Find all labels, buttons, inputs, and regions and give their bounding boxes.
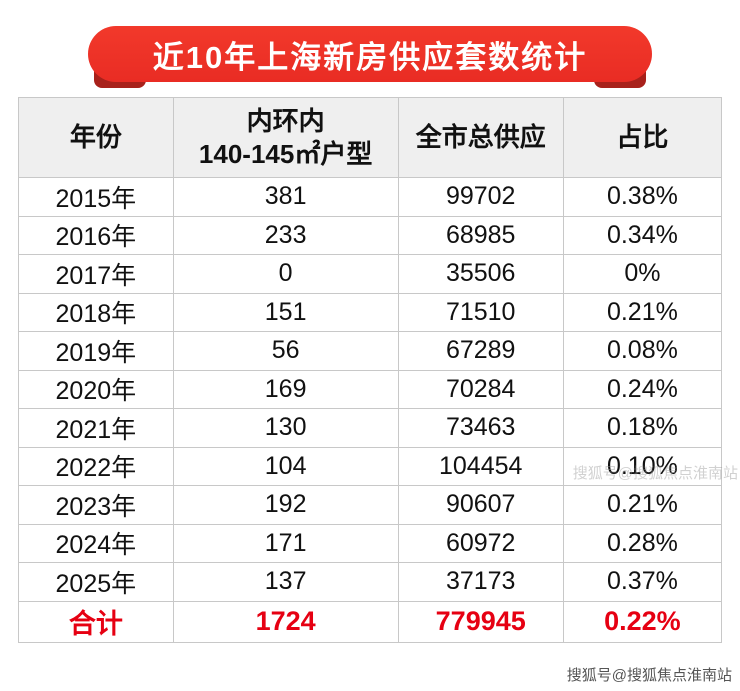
table-row: 2024年 171 60972 0.28%	[18, 523, 723, 563]
header-inner-ring: 内环内 140-145㎡户型	[172, 97, 399, 178]
table-cell: 137	[172, 562, 399, 602]
table-cell: 0.21%	[562, 292, 723, 332]
header-share: 占比	[562, 97, 723, 178]
table-cell: 233	[172, 215, 399, 255]
table-row: 2016年 233 68985 0.34%	[18, 215, 723, 255]
table-cell: 171	[172, 523, 399, 563]
supply-table: 年份 内环内 140-145㎡户型 全市总供应 占比 2015年 381 99702…	[18, 97, 723, 643]
table-cell: 0%	[562, 254, 723, 294]
table-cell: 70284	[397, 369, 564, 409]
table-row: 2018年 151 71510 0.21%	[18, 292, 723, 332]
header-inner-ring-line2: 140-145㎡户型	[198, 138, 373, 169]
table-cell: 151	[172, 292, 399, 332]
table-cell: 2015年	[18, 177, 174, 217]
table-cell: 99702	[397, 177, 564, 217]
table-cell: 71510	[397, 292, 564, 332]
table-row: 2017年 0 35506 0%	[18, 254, 723, 294]
title-ribbon: 近10年上海新房供应套数统计	[88, 26, 652, 88]
table-cell: 779945	[397, 600, 564, 643]
table-cell: 0.08%	[562, 331, 723, 371]
table-cell: 2017年	[18, 254, 174, 294]
table-cell: 192	[172, 485, 399, 525]
table-header-row: 年份 内环内 140-145㎡户型 全市总供应 占比	[18, 97, 723, 178]
table-row: 2015年 381 99702 0.38%	[18, 177, 723, 217]
table-cell: 37173	[397, 562, 564, 602]
table-cell: 2018年	[18, 292, 174, 332]
table-cell: 56	[172, 331, 399, 371]
table-cell: 2024年	[18, 523, 174, 563]
title-ribbon-band: 近10年上海新房供应套数统计	[88, 26, 652, 82]
table-cell: 2022年	[18, 446, 174, 486]
supply-table-area: 年份 内环内 140-145㎡户型 全市总供应 占比 2015年 381 99702…	[18, 97, 723, 643]
table-header: 年份 内环内 140-145㎡户型 全市总供应 占比	[18, 97, 723, 178]
table-total-row: 合计 1724 779945 0.22%	[18, 600, 723, 643]
page-title: 近10年上海新房供应套数统计	[152, 39, 588, 75]
table-cell: 68985	[397, 215, 564, 255]
table-cell: 73463	[397, 408, 564, 448]
table-row: 2019年 56 67289 0.08%	[18, 331, 723, 371]
table-cell: 104454	[397, 446, 564, 486]
table-row: 2025年 137 37173 0.37%	[18, 562, 723, 602]
table-cell: 0.21%	[562, 485, 723, 525]
table-cell: 104	[172, 446, 399, 486]
table-cell: 0.28%	[562, 523, 723, 563]
table-row: 2020年 169 70284 0.24%	[18, 369, 723, 409]
table-cell: 60972	[397, 523, 564, 563]
table-cell: 0	[172, 254, 399, 294]
table-cell: 0.38%	[562, 177, 723, 217]
table-cell: 0.24%	[562, 369, 723, 409]
header-citywide: 全市总供应	[397, 97, 564, 178]
table-row: 2022年 104 104454 0.10%	[18, 446, 723, 486]
footer-watermark: 搜狐号@搜狐焦点淮南站	[566, 667, 732, 684]
table-cell: 0.34%	[562, 215, 723, 255]
table-cell: 169	[172, 369, 399, 409]
table-cell: 合计	[18, 600, 174, 643]
table-cell: 0.18%	[562, 408, 723, 448]
table-cell: 0.10%	[562, 446, 723, 486]
table-cell: 2025年	[18, 562, 174, 602]
table-cell: 67289	[397, 331, 564, 371]
table-cell: 2016年	[18, 215, 174, 255]
table-cell: 90607	[397, 485, 564, 525]
table-cell: 381	[172, 177, 399, 217]
table-cell: 0.22%	[562, 600, 723, 643]
table-body: 2015年 381 99702 0.38% 2016年 233 68985 0.34% 2017…	[18, 177, 723, 643]
table-cell: 0.37%	[562, 562, 723, 602]
table-cell: 35506	[397, 254, 564, 294]
table-cell: 130	[172, 408, 399, 448]
table-cell: 1724	[172, 600, 399, 643]
table-cell: 2019年	[18, 331, 174, 371]
table-cell: 2021年	[18, 408, 174, 448]
table-cell: 2020年	[18, 369, 174, 409]
header-inner-ring-line1: 内环内	[246, 106, 325, 136]
table-cell: 2023年	[18, 485, 174, 525]
header-year: 年份	[18, 97, 174, 178]
table-row: 2023年 192 90607 0.21%	[18, 485, 723, 525]
table-row: 2021年 130 73463 0.18%	[18, 408, 723, 448]
